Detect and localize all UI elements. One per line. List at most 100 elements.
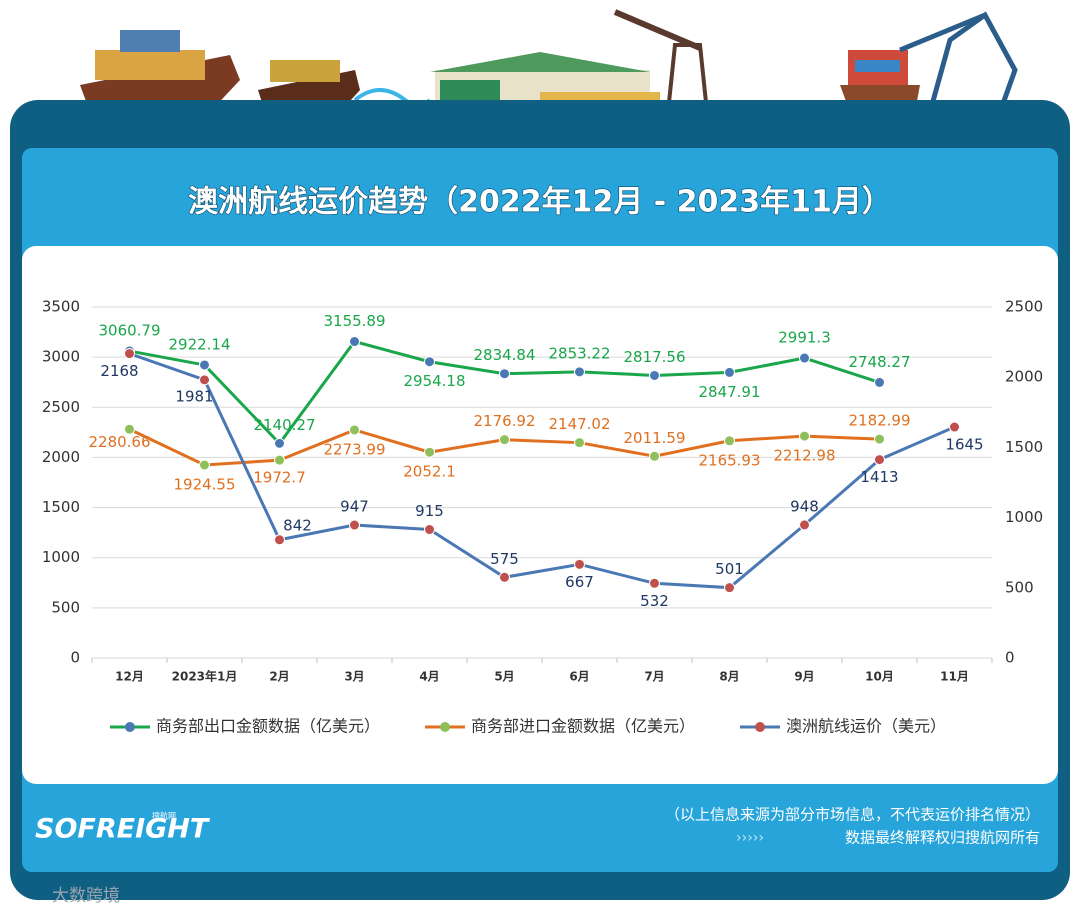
data-label: 2147.02 [548,415,610,433]
legend-label: 商务部出口金额数据（亿美元） [156,717,380,736]
y-tick-label: 2500 [42,398,80,416]
data-label: 2853.22 [548,344,610,362]
y2-tick-label: 2500 [1005,298,1043,316]
data-label: 1645 [945,436,983,454]
data-label: 2052.1 [403,463,456,481]
data-point [424,524,435,536]
arrow-decoration: ››››› [736,830,764,846]
x-tick-label: 10月 [865,670,894,684]
data-label: 915 [415,502,444,520]
plot: 0 500 1000 1500 2000 2500 3000 3500 0 500 1000 1500… [42,298,1043,736]
data-label: 1413 [860,468,898,486]
data-point [424,356,435,368]
y2-tick-label: 1500 [1005,438,1043,456]
data-point [349,519,360,531]
data-point [274,454,285,466]
data-label: 2748.27 [848,353,910,371]
source-note: （以上信息来源为部分市场信息，不代表运价排名情况） [665,806,1040,824]
data-point [199,459,210,471]
data-label: 501 [715,560,744,578]
y-tick-label: 0 [70,649,80,667]
data-point [649,369,660,381]
data-label: 1981 [175,387,213,405]
data-point [124,423,135,435]
data-label: 2140.27 [253,416,315,434]
watermark: 大数跨境 [52,886,120,906]
legend-marker [755,722,765,732]
x-tick-label: 8月 [719,670,739,684]
plot-panel [22,246,1058,784]
x-tick-label: 5月 [494,670,514,684]
data-label: 2011.59 [623,429,685,447]
data-label: 2212.98 [773,447,835,465]
x-tick-label: 3月 [344,670,364,684]
x-tick-label: 11月 [940,670,969,684]
data-label: 2991.3 [778,329,831,347]
y2-tick-label: 500 [1005,578,1034,596]
data-point [349,336,360,348]
header-decoration [80,9,1018,114]
y2-tick-label: 1000 [1005,508,1043,526]
data-label: 2847.91 [698,383,760,401]
x-tick-label: 9月 [794,670,814,684]
data-point [199,374,210,386]
data-point [724,582,735,594]
data-point [649,577,660,589]
data-label: 575 [490,550,519,568]
data-point [274,437,285,449]
y-tick-label: 1000 [42,548,80,566]
data-point [574,558,585,570]
data-point [499,434,510,446]
legend-label: 澳洲航线运价（美元） [786,717,946,736]
data-label: 2273.99 [323,440,385,458]
data-point [124,348,135,360]
data-point [799,352,810,364]
data-point [874,454,885,466]
data-label: 3060.79 [98,322,160,340]
legend-label: 商务部进口金额数据（亿美元） [471,717,695,736]
data-point [649,450,660,462]
data-point [724,366,735,378]
data-point [724,435,735,447]
data-point [424,446,435,458]
data-label: 2176.92 [473,412,535,430]
brand-logo: SOFREIGHT [35,814,211,845]
data-point [499,571,510,583]
x-tick-label: 4月 [419,670,439,684]
data-point [349,424,360,436]
chart-title: 澳洲航线运价趋势（2022年12月 - 2023年11月） [188,185,892,220]
data-point [949,421,960,433]
data-label: 1924.55 [173,475,235,493]
data-label: 2165.93 [698,451,760,469]
x-tick-label: 6月 [569,670,589,684]
y-tick-label: 3500 [42,298,80,316]
data-label: 3155.89 [323,312,385,330]
data-label: 2280.66 [88,433,150,451]
data-label: 2834.84 [473,346,535,364]
y-tick-label: 2000 [42,448,80,466]
data-label: 2817.56 [623,348,685,366]
data-point [874,376,885,388]
data-label: 948 [790,497,819,515]
brand-sub: 搜航网 [152,811,176,821]
x-tick-label: 2月 [269,670,289,684]
data-label: 1972.7 [253,469,306,487]
data-label: 842 [283,516,312,534]
y-tick-label: 1500 [42,498,80,516]
x-tick-label: 12月 [115,670,144,684]
y2-tick-label: 0 [1005,649,1015,667]
data-point [874,433,885,445]
data-point [574,366,585,378]
data-point [274,534,285,546]
legend-marker [440,722,450,732]
data-point [499,368,510,380]
legend-marker [125,722,135,732]
data-label: 2954.18 [403,372,465,390]
data-point [574,437,585,449]
data-label: 2168 [100,362,138,380]
y-tick-label: 500 [51,598,80,616]
series-line [129,352,956,590]
y-tick-label: 3000 [42,348,80,366]
copyright-note: 数据最终解释权归搜航网所有 [845,829,1040,847]
